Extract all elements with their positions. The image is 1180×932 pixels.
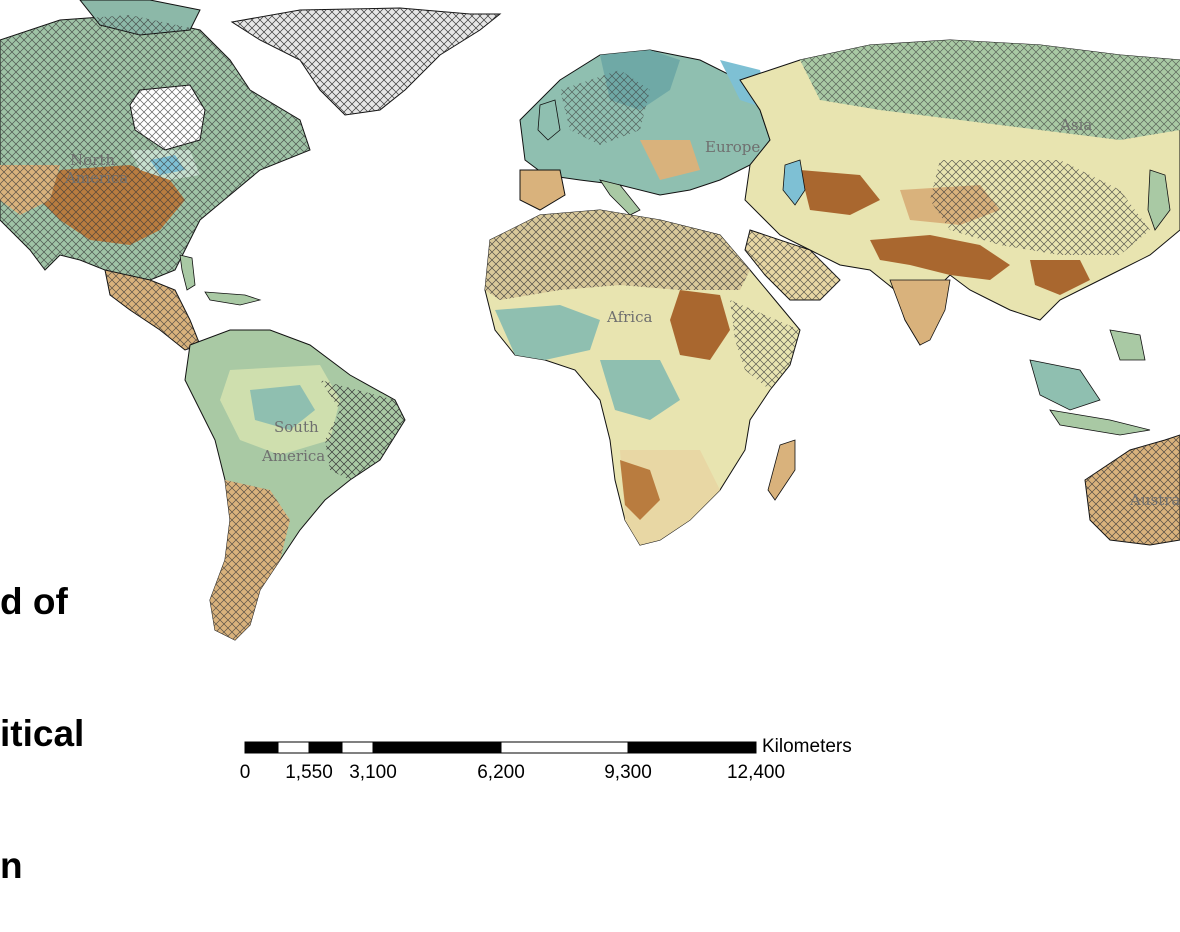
scale-segment-5 — [372, 741, 502, 754]
world-map: North America South America Europe Afric… — [0, 0, 1180, 754]
label-australia: Australia — [1129, 491, 1180, 509]
label-north-america-2: America — [64, 169, 128, 187]
legend-title: d of itical n — [0, 492, 84, 932]
scale-segment-6 — [500, 741, 629, 754]
africa — [484, 209, 801, 546]
scale-tick-label: 3,100 — [349, 762, 397, 783]
scale-tick-label: 9,300 — [604, 762, 652, 783]
label-north-america-1: North — [70, 151, 115, 169]
scale-segment-2 — [277, 741, 310, 754]
legend-title-line-2: itical — [0, 713, 85, 754]
south-america — [184, 329, 406, 641]
asia — [739, 39, 1180, 436]
label-europe: Europe — [705, 138, 760, 156]
europe — [519, 49, 771, 216]
scale-segment-3 — [308, 741, 343, 754]
scale-tick-label: 12,400 — [726, 762, 786, 783]
australia — [1084, 434, 1180, 546]
scale-segment-4 — [341, 741, 374, 754]
scale-tick-label: 1,550 — [285, 762, 333, 783]
scale-segment-7 — [627, 741, 757, 754]
legend-title-line-1: d of — [0, 581, 68, 622]
scale-unit-label: Kilometers — [762, 736, 852, 757]
label-africa: Africa — [606, 308, 652, 326]
scale-bar — [244, 741, 757, 754]
scale-tick-label: 0 — [239, 762, 251, 783]
greenland — [230, 7, 502, 116]
north-america — [0, 0, 311, 351]
label-south-america-1: South — [274, 418, 319, 436]
scale-tick-label: 6,200 — [477, 762, 525, 783]
label-asia: Asia — [1059, 116, 1092, 134]
scale-segment-1 — [244, 741, 279, 754]
label-south-america-2: America — [261, 447, 325, 465]
legend-title-line-3: n — [0, 845, 23, 886]
